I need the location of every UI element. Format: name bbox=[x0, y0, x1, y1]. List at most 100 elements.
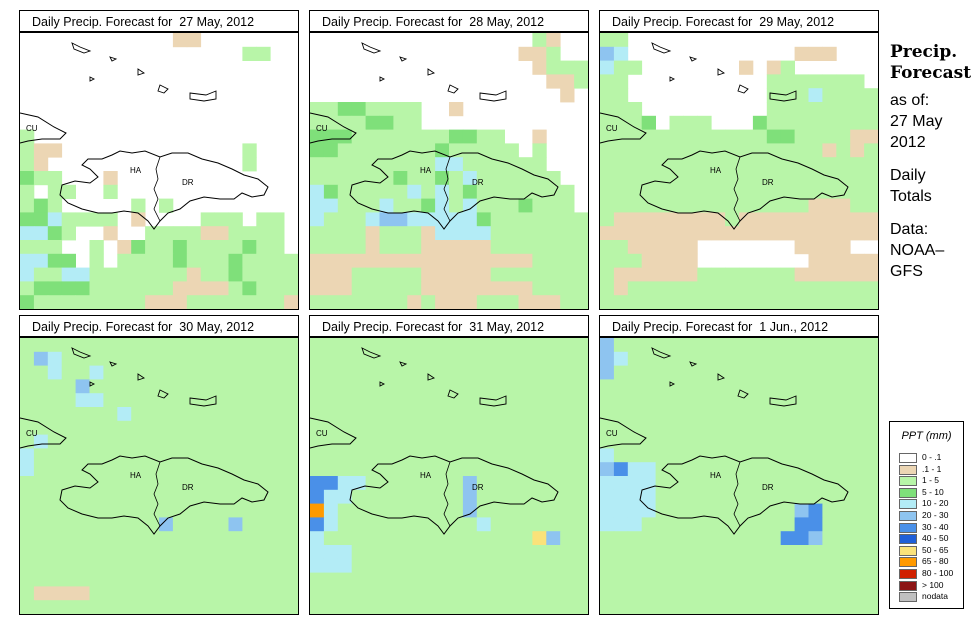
precip-cell bbox=[131, 558, 146, 573]
precip-cell bbox=[627, 600, 643, 614]
precip-cell bbox=[504, 545, 519, 560]
precip-cell bbox=[794, 129, 809, 144]
precip-cell bbox=[850, 267, 865, 282]
island-outline bbox=[189, 395, 217, 407]
precip-cell bbox=[697, 489, 712, 504]
precip-cell bbox=[546, 365, 561, 380]
precip-cell bbox=[697, 267, 712, 282]
precip-cell bbox=[365, 531, 380, 546]
precip-cell bbox=[270, 448, 285, 463]
precip-cell bbox=[256, 517, 271, 532]
precip-cell bbox=[145, 517, 160, 532]
precip-cell bbox=[794, 115, 809, 130]
precip-cell bbox=[117, 558, 132, 573]
precip-cell bbox=[379, 600, 394, 614]
precip-cell bbox=[256, 572, 271, 587]
precip-cell bbox=[697, 171, 712, 186]
precip-cell bbox=[518, 545, 533, 560]
precip-cell bbox=[613, 60, 629, 75]
precip-cell bbox=[766, 198, 782, 213]
precip-cell bbox=[808, 393, 823, 408]
precip-cell bbox=[214, 351, 229, 366]
precip-cell bbox=[532, 531, 547, 546]
precip-cell bbox=[669, 462, 684, 477]
precip-cell bbox=[214, 407, 229, 422]
precip-cell bbox=[75, 379, 90, 394]
precip-cell bbox=[711, 338, 726, 353]
precip-cell bbox=[33, 351, 49, 366]
precip-cell bbox=[33, 393, 49, 408]
precip-cell bbox=[822, 184, 837, 199]
precip-cell bbox=[766, 295, 782, 309]
precip-cell bbox=[739, 558, 754, 573]
precip-cell bbox=[228, 338, 243, 353]
precip-cell bbox=[310, 379, 325, 394]
precip-cell bbox=[61, 517, 76, 532]
precip-cell bbox=[613, 420, 629, 435]
precip-cell bbox=[284, 531, 298, 546]
legend-item: > 100 bbox=[899, 580, 961, 592]
precip-cell bbox=[574, 365, 588, 380]
precip-cell bbox=[518, 198, 533, 213]
precip-cell bbox=[145, 365, 160, 380]
precip-cell bbox=[627, 531, 643, 546]
precip-cell bbox=[131, 503, 146, 518]
precip-cell bbox=[655, 338, 670, 353]
precip-cell bbox=[711, 558, 726, 573]
precip-cell bbox=[407, 448, 422, 463]
precip-cell bbox=[228, 253, 243, 268]
precip-cell bbox=[504, 338, 519, 353]
precip-cell bbox=[159, 434, 174, 449]
precip-cell bbox=[490, 489, 505, 504]
precip-cell bbox=[655, 434, 670, 449]
precip-cell bbox=[47, 253, 63, 268]
precip-cell bbox=[33, 226, 49, 241]
precip-cell bbox=[407, 171, 422, 186]
precip-cell bbox=[159, 295, 174, 309]
precip-cell bbox=[560, 476, 575, 491]
precip-cell bbox=[200, 267, 215, 282]
precip-cell bbox=[627, 448, 643, 463]
precip-cell bbox=[337, 462, 353, 477]
precip-cell bbox=[145, 267, 160, 282]
precip-cell bbox=[462, 517, 478, 532]
precip-cell bbox=[627, 157, 643, 172]
precip-cell bbox=[75, 531, 90, 546]
precip-cell bbox=[683, 572, 698, 587]
precip-cell bbox=[518, 517, 533, 532]
precip-cell bbox=[310, 600, 325, 614]
precip-cell bbox=[435, 393, 450, 408]
precip-cell bbox=[172, 295, 188, 309]
precip-cell bbox=[752, 393, 768, 408]
precip-cell bbox=[641, 253, 656, 268]
precip-cell bbox=[532, 143, 547, 158]
precip-cell bbox=[600, 503, 615, 518]
precip-cell bbox=[627, 267, 643, 282]
precip-cell bbox=[449, 281, 464, 296]
precip-cell bbox=[407, 531, 422, 546]
precip-cell bbox=[711, 503, 726, 518]
precip-cell bbox=[711, 379, 726, 394]
precip-cell bbox=[574, 462, 588, 477]
precip-cell bbox=[337, 365, 353, 380]
precip-cell bbox=[766, 531, 782, 546]
precip-cell bbox=[172, 379, 188, 394]
precip-cell bbox=[435, 226, 450, 241]
precip-cell bbox=[323, 420, 339, 435]
precip-cell bbox=[89, 253, 104, 268]
precip-cell bbox=[739, 407, 754, 422]
precip-cell bbox=[365, 517, 380, 532]
precip-cell bbox=[228, 351, 243, 366]
precip-cell bbox=[532, 558, 547, 573]
precip-cell bbox=[393, 420, 408, 435]
precip-cell bbox=[504, 489, 519, 504]
cuba-outline bbox=[310, 112, 357, 144]
precip-cell bbox=[476, 572, 492, 587]
precip-cell bbox=[256, 420, 271, 435]
precip-cell bbox=[75, 393, 90, 408]
precip-cell bbox=[20, 462, 35, 477]
precip-cell bbox=[780, 407, 795, 422]
precip-cell bbox=[641, 545, 656, 560]
precip-cell bbox=[864, 281, 878, 296]
precip-cell bbox=[337, 476, 353, 491]
